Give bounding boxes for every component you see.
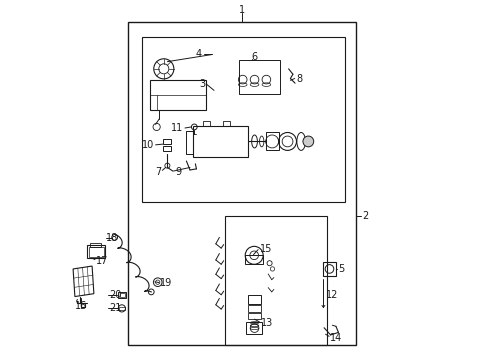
Text: 9: 9 bbox=[175, 167, 181, 177]
Text: 15: 15 bbox=[259, 244, 271, 254]
Text: 5: 5 bbox=[338, 264, 344, 274]
Circle shape bbox=[303, 136, 313, 147]
Text: 21: 21 bbox=[109, 303, 121, 314]
Text: 8: 8 bbox=[296, 73, 302, 84]
Text: 1: 1 bbox=[238, 5, 244, 15]
Text: 7: 7 bbox=[154, 167, 161, 177]
Text: 2: 2 bbox=[362, 211, 367, 221]
Text: 13: 13 bbox=[260, 319, 272, 328]
Text: 6: 6 bbox=[251, 51, 257, 62]
Text: 18: 18 bbox=[106, 233, 119, 243]
Text: 16: 16 bbox=[75, 301, 87, 311]
Text: 3: 3 bbox=[199, 79, 204, 89]
Text: 19: 19 bbox=[160, 278, 172, 288]
Text: 17: 17 bbox=[96, 256, 108, 266]
Text: 12: 12 bbox=[325, 291, 338, 301]
Text: 20: 20 bbox=[109, 291, 121, 301]
Text: 14: 14 bbox=[329, 333, 342, 343]
Text: 4: 4 bbox=[196, 49, 202, 59]
Text: 11: 11 bbox=[171, 123, 183, 133]
Text: 10: 10 bbox=[142, 140, 154, 150]
